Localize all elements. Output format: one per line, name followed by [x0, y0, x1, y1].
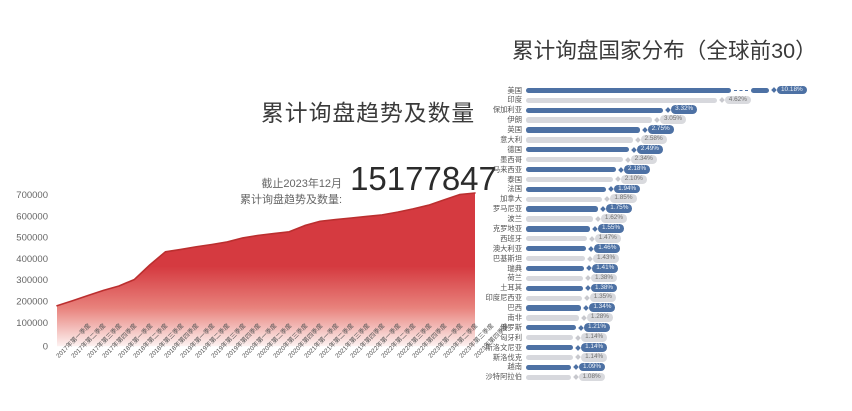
svg-text:700000: 700000 — [16, 190, 48, 201]
svg-text:200000: 200000 — [16, 297, 48, 308]
svg-text:300000: 300000 — [16, 275, 48, 286]
svg-text:500000: 500000 — [16, 233, 48, 244]
svg-text:0: 0 — [43, 342, 48, 353]
svg-text:100000: 100000 — [16, 318, 48, 329]
svg-text:400000: 400000 — [16, 254, 48, 265]
svg-text:600000: 600000 — [16, 211, 48, 222]
